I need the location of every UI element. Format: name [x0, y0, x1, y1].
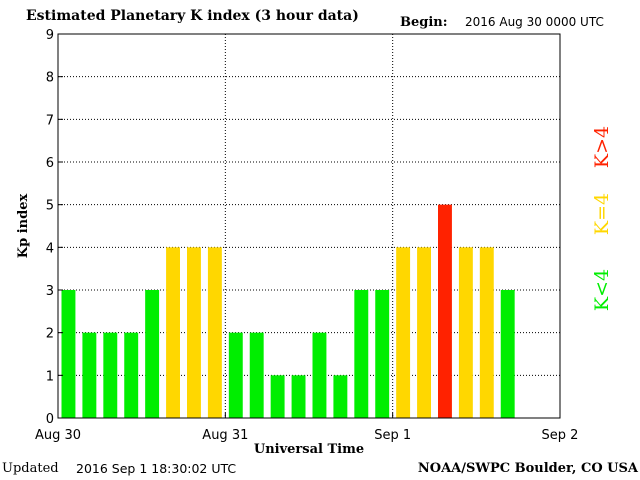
kp-bar: [375, 290, 390, 418]
kp-bar: [417, 247, 431, 418]
y-tick-label: 9: [46, 28, 54, 43]
kp-bar: [396, 247, 411, 418]
y-tick-label: 5: [46, 199, 54, 214]
kp-bar: [187, 247, 201, 418]
x-tick-label: Aug 30: [35, 428, 81, 443]
y-tick-label: 3: [46, 284, 54, 299]
y-tick-label: 7: [46, 113, 54, 128]
kp-bar: [458, 247, 473, 418]
chart-grid: [58, 34, 560, 418]
begin-value: 2016 Aug 30 0000 UTC: [465, 15, 604, 29]
y-tick-labels: 0 1 2 3 4 5 6 7 8 9: [46, 28, 54, 427]
kp-bar: [166, 247, 180, 418]
kp-bar: [333, 375, 348, 418]
x-axis-title: Universal Time: [254, 442, 364, 457]
kp-bar: [61, 290, 76, 418]
chart-legend: K<4 K=4 K>4: [591, 126, 613, 311]
begin-label: Begin:: [400, 15, 448, 30]
y-tick-label: 0: [46, 412, 54, 427]
chart-title: Estimated Planetary K index (3 hour data…: [26, 8, 359, 24]
source-label: NOAA/SWPC Boulder, CO USA: [417, 461, 638, 476]
kp-bar: [500, 290, 515, 418]
legend-item: K<4: [591, 269, 613, 311]
x-tick-label: Sep 2: [542, 428, 579, 443]
kp-bar: [124, 332, 139, 418]
kp-bar: [479, 247, 494, 418]
y-axis-title: Kp index: [16, 194, 31, 259]
kp-bar: [438, 204, 452, 418]
y-tick-label: 6: [46, 156, 54, 171]
plot-frame: [57, 33, 561, 419]
x-tick-labels: Aug 30 Aug 31 Sep 1 Sep 2: [35, 428, 578, 443]
updated-label: Updated: [2, 461, 59, 476]
kp-bar: [103, 332, 118, 418]
legend-item: K=4: [591, 193, 613, 235]
chart-bars: [61, 204, 515, 418]
kp-bar: [354, 290, 369, 418]
x-tick-label: Sep 1: [374, 428, 411, 443]
kp-bar: [270, 375, 285, 418]
kp-bar: [82, 332, 97, 418]
kp-bar: [312, 332, 327, 418]
y-tick-label: 8: [46, 71, 54, 86]
kp-bar: [291, 375, 306, 418]
legend-item: K>4: [591, 126, 613, 168]
kp-bar: [145, 290, 160, 418]
y-tick-label: 4: [46, 241, 54, 256]
kp-bar: [228, 332, 243, 418]
chart-ticks: [57, 33, 561, 419]
kp-bar: [207, 247, 222, 418]
x-tick-label: Aug 31: [202, 428, 248, 443]
kp-bar: [249, 332, 264, 418]
updated-value: 2016 Sep 1 18:30:02 UTC: [76, 461, 237, 476]
y-tick-label: 1: [46, 369, 54, 384]
y-tick-label: 2: [46, 327, 54, 342]
